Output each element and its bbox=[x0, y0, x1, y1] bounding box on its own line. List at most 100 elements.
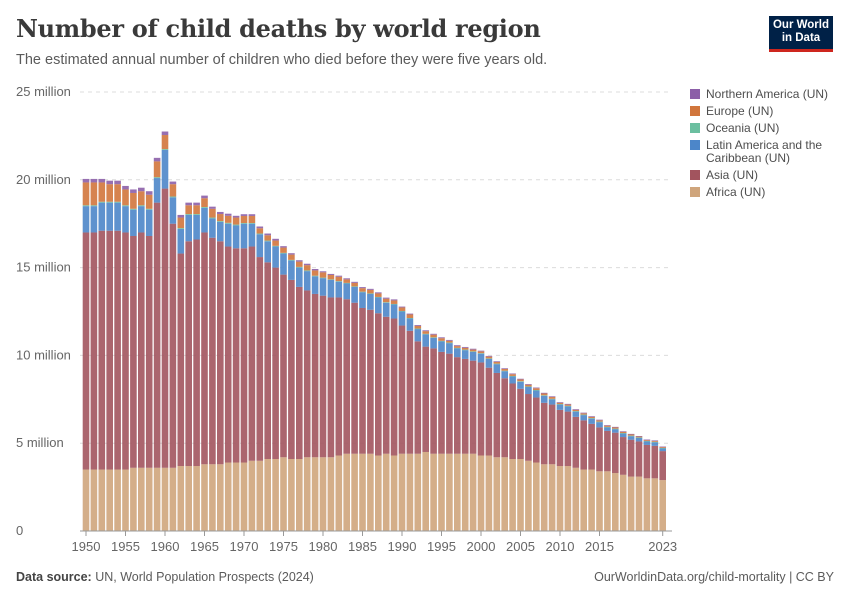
bar-segment bbox=[588, 418, 595, 424]
bar-segment bbox=[501, 368, 508, 371]
bar-segment bbox=[548, 397, 556, 399]
bar-segment bbox=[375, 455, 382, 531]
bar-segment bbox=[82, 205, 90, 207]
bar-segment bbox=[430, 453, 437, 531]
bar-segment bbox=[390, 299, 398, 301]
bar-segment bbox=[209, 237, 216, 465]
bar-segment bbox=[525, 386, 532, 388]
bar-segment bbox=[232, 224, 240, 226]
bar-segment bbox=[90, 232, 98, 470]
bar-segment bbox=[240, 223, 248, 249]
bar-segment bbox=[422, 334, 429, 347]
bar-segment bbox=[327, 297, 335, 458]
bar-segment bbox=[272, 245, 279, 247]
legend-item[interactable]: Asia (UN) bbox=[690, 169, 845, 182]
bar-segment bbox=[477, 362, 485, 456]
bar-segment bbox=[130, 467, 137, 531]
bar-segment bbox=[509, 375, 516, 377]
legend-item[interactable]: Europe (UN) bbox=[690, 105, 845, 118]
bar-segment bbox=[398, 307, 406, 311]
bar-segment bbox=[493, 363, 501, 365]
bar-segment bbox=[643, 478, 651, 531]
bar-segment bbox=[232, 215, 240, 218]
bar-segment bbox=[375, 296, 382, 298]
bar-segment bbox=[201, 232, 208, 465]
bar-segment bbox=[454, 357, 461, 454]
bar-segment bbox=[335, 275, 343, 277]
bar-segment bbox=[469, 349, 477, 352]
bar-segment bbox=[643, 441, 651, 445]
bar-segment bbox=[588, 469, 595, 531]
bar-segment bbox=[82, 469, 90, 531]
legend-swatch bbox=[690, 170, 700, 180]
source-link[interactable]: OurWorldinData.org/child-mortality | CC … bbox=[594, 570, 834, 584]
legend-item[interactable]: Northern America (UN) bbox=[690, 88, 845, 101]
bar-segment bbox=[548, 464, 556, 531]
bar-segment bbox=[288, 259, 295, 261]
bar-segment bbox=[288, 254, 295, 260]
bar-segment bbox=[477, 353, 485, 354]
bar-segment bbox=[351, 282, 358, 287]
bar-segment bbox=[533, 389, 540, 391]
bar-segment bbox=[303, 263, 311, 266]
owid-logo[interactable]: Our World in Data bbox=[769, 16, 833, 52]
legend-swatch bbox=[690, 106, 700, 116]
bar-segment bbox=[596, 419, 603, 421]
bar-segment bbox=[264, 233, 271, 236]
bar-segment bbox=[169, 223, 177, 468]
bar-segment bbox=[272, 267, 279, 460]
bar-segment bbox=[296, 260, 303, 262]
bar-segment bbox=[446, 339, 453, 341]
bar-segment bbox=[256, 460, 264, 531]
bar-segment bbox=[319, 277, 327, 279]
bar-segment bbox=[398, 310, 406, 312]
legend-item[interactable]: Africa (UN) bbox=[690, 186, 845, 199]
bar-segment bbox=[651, 478, 659, 531]
legend-item[interactable]: Latin America and the Caribbean (UN) bbox=[690, 139, 845, 165]
bar-segment bbox=[209, 464, 216, 531]
bar-segment bbox=[446, 453, 453, 531]
bar-segment bbox=[130, 208, 137, 210]
bar-segment bbox=[138, 232, 145, 468]
bar-segment bbox=[232, 248, 240, 463]
x-tick-label: 1965 bbox=[190, 539, 219, 554]
legend-item[interactable]: Oceania (UN) bbox=[690, 122, 845, 135]
legend-label: Asia (UN) bbox=[706, 168, 759, 182]
bar-segment bbox=[209, 218, 216, 238]
bar-segment bbox=[659, 447, 666, 449]
bar-segment bbox=[572, 411, 580, 417]
x-tick-label: 2015 bbox=[585, 539, 614, 554]
bar-segment bbox=[98, 202, 106, 231]
bar-segment bbox=[517, 379, 524, 382]
bar-segment bbox=[248, 214, 256, 216]
bar-segment bbox=[367, 293, 374, 310]
bar-segment bbox=[280, 246, 287, 248]
bar-segment bbox=[351, 281, 358, 283]
bar-segment bbox=[485, 358, 493, 359]
bar-segment bbox=[240, 215, 248, 223]
bar-segment bbox=[509, 376, 516, 384]
bar-segment bbox=[248, 222, 256, 224]
bar-segment bbox=[90, 469, 98, 531]
bar-segment bbox=[82, 232, 90, 470]
bar-segment bbox=[319, 272, 327, 278]
bar-segment bbox=[303, 290, 311, 458]
legend-label: Africa (UN) bbox=[706, 185, 766, 199]
bar-segment bbox=[485, 355, 493, 357]
bar-segment bbox=[588, 418, 595, 419]
bar-segment bbox=[533, 387, 540, 389]
bar-segment bbox=[540, 395, 548, 396]
bar-segment bbox=[177, 217, 185, 229]
bar-segment bbox=[224, 222, 232, 224]
bar-segment bbox=[122, 469, 129, 531]
bar-segment bbox=[438, 351, 445, 454]
bar-segment bbox=[438, 338, 445, 341]
bar-segment bbox=[501, 368, 508, 369]
bar-segment bbox=[454, 347, 461, 349]
bar-segment bbox=[627, 476, 635, 531]
bar-segment bbox=[248, 460, 256, 531]
bar-segment bbox=[454, 346, 461, 348]
bar-segment bbox=[485, 358, 493, 368]
bar-segment bbox=[564, 405, 572, 407]
